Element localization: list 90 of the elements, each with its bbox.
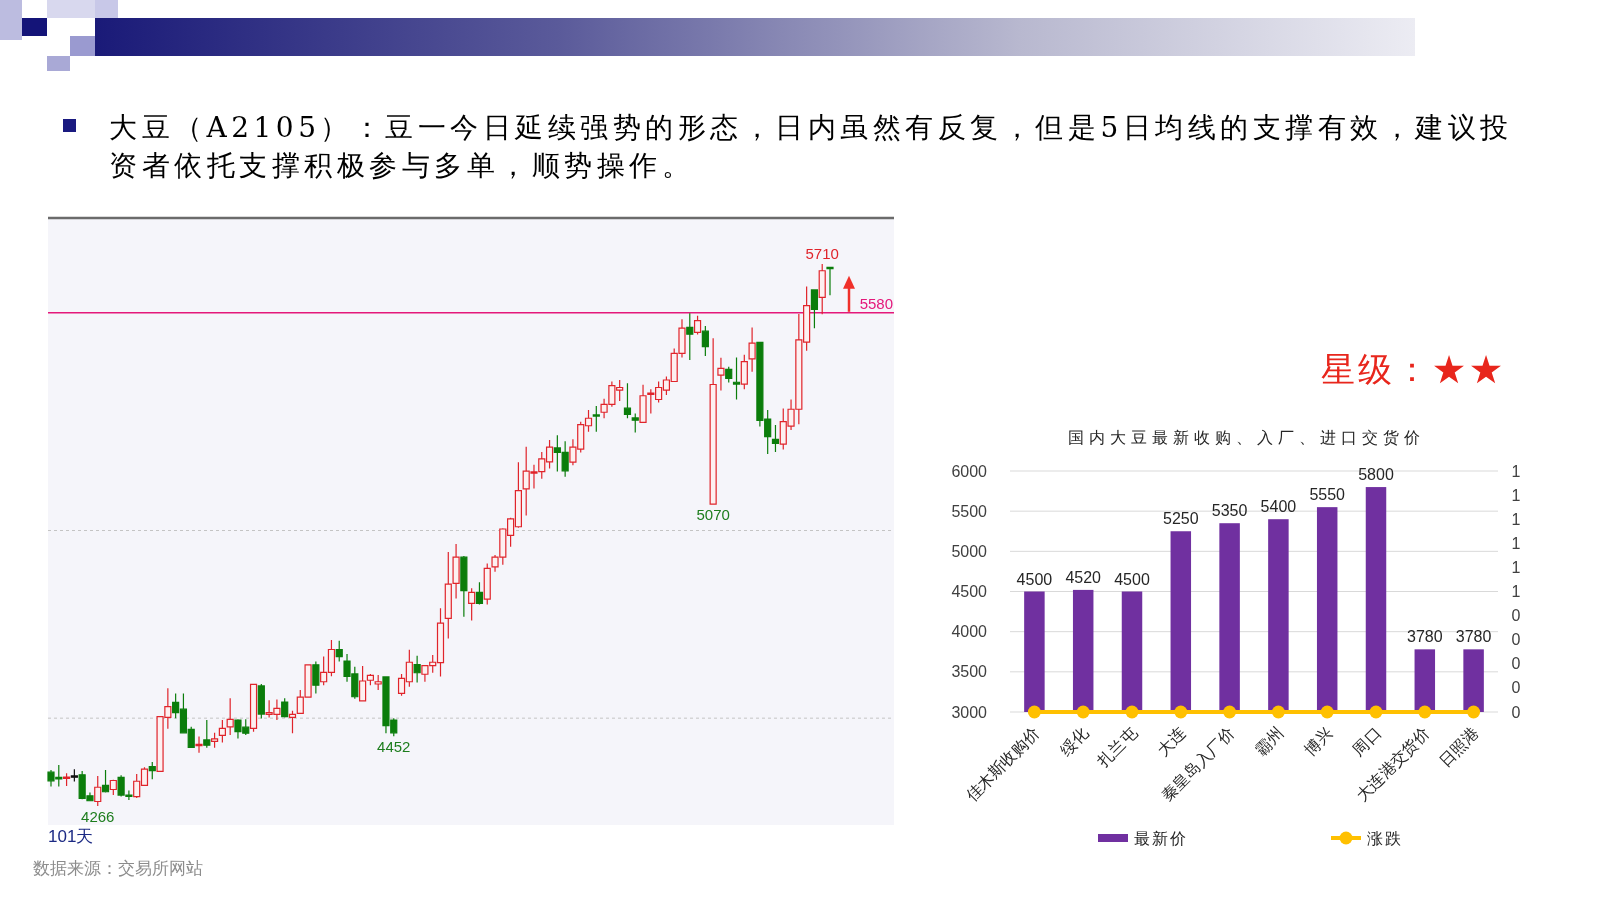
candlestick (717, 357, 725, 392)
candlestick (475, 581, 484, 606)
y-tick-label: 3500 (951, 663, 988, 681)
candlestick (413, 655, 421, 684)
x-tick-label: 日照港 (1435, 723, 1483, 771)
candlestick (148, 761, 156, 780)
data-label: 4500 (1114, 570, 1150, 588)
data-label: 5400 (1260, 498, 1297, 516)
candlestick (592, 405, 600, 433)
y-tick-label: 4000 (951, 623, 988, 641)
x-tick-label: 博兴 (1299, 723, 1337, 760)
legend-label: 涨跌 (1367, 829, 1403, 848)
candlestick (249, 683, 258, 733)
candlestick (374, 674, 382, 691)
candlestick (218, 719, 226, 744)
y-tick-label: 5000 (951, 542, 988, 560)
candlestick (94, 775, 102, 807)
candlestick (483, 562, 491, 606)
x-tick-label: 周口 (1348, 723, 1385, 760)
candlestick (623, 382, 632, 419)
candlestick (203, 719, 211, 749)
candlestick (109, 779, 117, 796)
y2-tick-label: 1 (1511, 486, 1521, 504)
annotation: 5070 (696, 506, 730, 524)
text: 星级：★★ (1321, 349, 1506, 389)
data-label: 5250 (1163, 510, 1199, 528)
y2-tick-label: 0 (1511, 655, 1521, 673)
x-tick-label: 大连 (1153, 723, 1190, 760)
candlestick (771, 424, 780, 453)
candlestick (281, 697, 289, 719)
data-label: 5800 (1358, 466, 1394, 484)
y2-tick-label: 1 (1511, 510, 1521, 528)
text: 101天 (48, 827, 94, 846)
candlestick (732, 356, 741, 401)
candlestick (210, 732, 219, 749)
source-note: 数据来源：交易所网站 (33, 858, 203, 878)
candlestick (460, 555, 468, 618)
chart-title: 大豆（A2105）：豆一今日延续强势的形态，日内虽然有反复，但是5日均线的支撑有效，建议投资者依托支撑积极参与多单，顺势操作。 (109, 111, 1513, 182)
data-label: 4500 (1016, 570, 1053, 588)
y2-tick-label: 1 (1511, 558, 1521, 576)
candlestick (631, 412, 639, 434)
data-label: 4520 (1065, 568, 1102, 586)
candlestick (468, 587, 476, 622)
candlestick (195, 735, 203, 754)
y-tick-label: 4500 (951, 583, 988, 600)
ref-line-label: 5580 (859, 294, 893, 312)
candlestick (226, 697, 234, 736)
candlestick (70, 768, 78, 783)
candlestick (686, 312, 694, 361)
y-tick-label: 3000 (951, 703, 988, 721)
y2-tick-label: 1 (1511, 462, 1521, 480)
candlestick (639, 384, 647, 423)
candlestick (335, 640, 343, 663)
y2-tick-label: 0 (1511, 607, 1521, 625)
x-tick-label: 绥化 (1055, 723, 1093, 760)
candlestick (101, 769, 110, 794)
y2-tick-label: 0 (1511, 703, 1521, 721)
annotation: 4452 (377, 738, 411, 756)
data-label: 3780 (1407, 628, 1443, 646)
data-label: 3780 (1455, 628, 1492, 646)
candlestick (740, 354, 748, 390)
data-label: 5350 (1211, 502, 1248, 520)
candlestick (257, 683, 265, 720)
candlestick (709, 337, 717, 505)
candlestick (810, 289, 819, 329)
candlestick (444, 551, 452, 640)
candlestick (725, 366, 733, 384)
y-tick-label: 5500 (951, 502, 988, 520)
candlestick (826, 266, 834, 296)
candlestick (288, 710, 297, 734)
annotation: 5710 (805, 245, 839, 262)
data-label: 5550 (1309, 486, 1346, 504)
candlestick (62, 772, 71, 787)
x-tick-label: 扎兰屯 (1093, 723, 1141, 771)
candlestick (312, 660, 320, 694)
y2-tick-label: 1 (1511, 583, 1521, 600)
x-tick-label: 佳木斯收购价 (961, 723, 1044, 805)
y-tick-label: 6000 (951, 462, 988, 480)
y2-tick-label: 0 (1511, 631, 1521, 649)
candlestick (701, 325, 709, 357)
annotation: 4266 (81, 808, 115, 825)
candlestick (818, 263, 826, 315)
candlestick (693, 315, 702, 336)
chart-title: 国内大豆最新收购、入厂、进口交货价 (1067, 428, 1425, 447)
y2-tick-label: 1 (1511, 534, 1521, 552)
y2-tick-label: 0 (1511, 679, 1521, 697)
legend-label: 最新价 (1134, 829, 1188, 848)
x-tick-label: 霸州 (1251, 723, 1288, 760)
candlestick (452, 543, 460, 600)
candlestick (748, 326, 756, 373)
